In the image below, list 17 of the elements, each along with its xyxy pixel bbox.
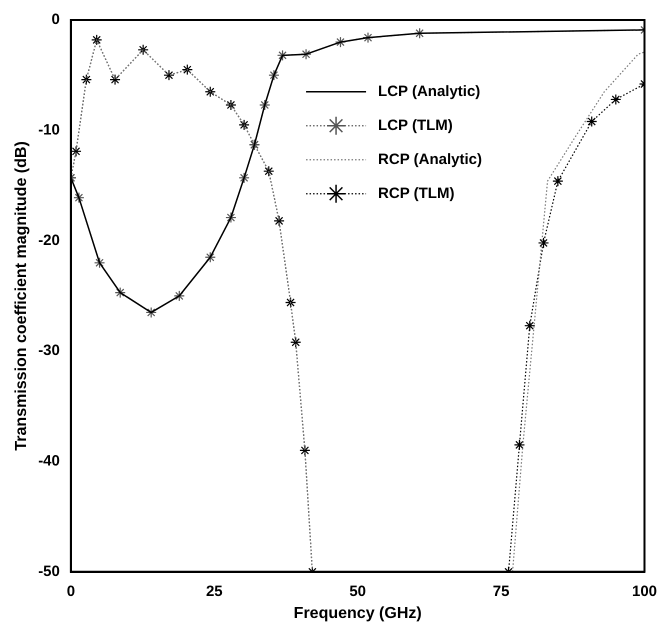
x-tick-label: 100 xyxy=(632,582,657,600)
legend-label: RCP (Analytic) xyxy=(378,150,482,168)
x-tick-label: 25 xyxy=(206,582,223,600)
y-tick-label: -40 xyxy=(38,452,60,470)
y-axis-title: Transmission coefficient magnitude (dB) xyxy=(13,141,30,451)
x-tick-label: 75 xyxy=(492,582,510,600)
legend-label: LCP (Analytic) xyxy=(378,82,480,100)
x-axis-title: Frequency (GHz) xyxy=(294,604,422,622)
y-tick-label: 0 xyxy=(52,11,60,28)
y-tick-label: -30 xyxy=(38,342,60,360)
y-tick-label: -20 xyxy=(38,232,60,249)
x-tick-label: 50 xyxy=(349,582,366,600)
y-tick-label: -50 xyxy=(38,562,60,580)
legend-label: RCP (TLM) xyxy=(378,184,454,202)
legend-label: LCP (TLM) xyxy=(378,116,453,134)
x-tick-label: 0 xyxy=(66,582,76,600)
y-tick-label: -10 xyxy=(38,122,60,138)
